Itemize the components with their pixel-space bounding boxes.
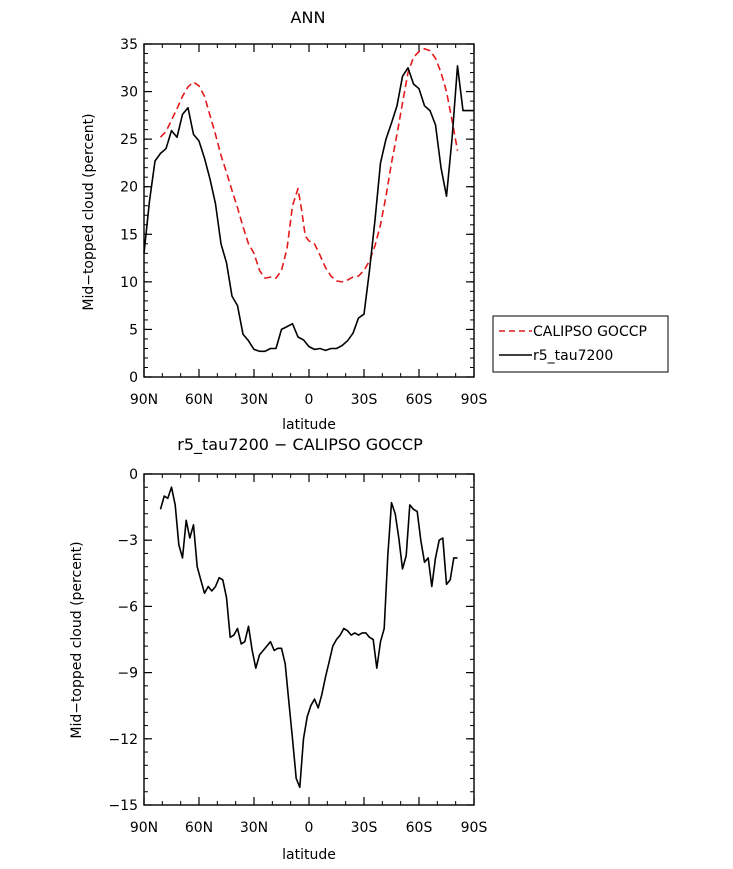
top-plot-frame	[143, 43, 475, 378]
series-line-r5-tau7200	[143, 65, 474, 353]
top-y-ticks: 0 5 10 15 20 25 30 35	[120, 37, 474, 386]
bottom-panel: r5_tau7200 − CALIPSO GOCCP 0 −3 −6 −9 −12 −15…	[69, 435, 487, 863]
y-tick-label: 15	[120, 227, 138, 243]
y-tick-label: −6	[117, 599, 138, 615]
bottom-x-axis-label: latitude	[282, 847, 336, 863]
x-tick-label: 30N	[240, 392, 268, 408]
x-tick-label: 0	[305, 820, 314, 836]
y-tick-label: 25	[120, 132, 138, 148]
y-tick-label: −3	[117, 533, 138, 549]
x-tick-label: 60S	[406, 820, 433, 836]
x-tick-label: 60N	[185, 820, 213, 836]
y-tick-label: 30	[120, 85, 138, 101]
y-tick-label: −12	[108, 732, 138, 748]
bottom-chart-title: r5_tau7200 − CALIPSO GOCCP	[177, 435, 423, 455]
y-tick-label: −15	[108, 798, 138, 814]
top-x-ticks: 90N 60N 30N 0 30S 60S 90S	[130, 44, 488, 408]
y-tick-label: 35	[120, 37, 138, 53]
x-tick-label: 90N	[130, 392, 158, 408]
x-tick-label: 30S	[351, 392, 378, 408]
top-chart-title: ANN	[291, 8, 326, 27]
y-tick-label: 20	[120, 180, 138, 196]
series-line-difference	[159, 486, 458, 789]
x-tick-label: 0	[305, 392, 314, 408]
x-tick-label: 90S	[461, 392, 488, 408]
y-tick-label: 0	[129, 467, 138, 483]
bottom-y-axis-label: Mid−topped cloud (percent)	[69, 541, 85, 738]
y-tick-label: 5	[129, 322, 138, 338]
bottom-x-ticks: 90N 60N 30N 0 30S 60S 90S	[130, 474, 488, 836]
legend-label-r5-tau7200: r5_tau7200	[533, 348, 613, 364]
legend-label-calipso-goccp: CALIPSO GOCCP	[533, 324, 647, 340]
x-tick-label: 30N	[240, 820, 268, 836]
y-tick-label: 10	[120, 275, 138, 291]
bottom-y-ticks: 0 −3 −6 −9 −12 −15	[108, 467, 474, 814]
bottom-plot-frame	[143, 473, 475, 806]
legend: CALIPSO GOCCP r5_tau7200	[492, 315, 669, 373]
top-panel: ANN 0 5 10 15 20 25 30 35 90N 60N 30N 0 30S 60S 90S l…	[81, 8, 669, 433]
x-tick-label: 60N	[185, 392, 213, 408]
top-series-lines	[143, 47, 474, 353]
y-tick-label: −9	[117, 666, 138, 682]
x-tick-label: 60S	[406, 392, 433, 408]
top-y-axis-label: Mid−topped cloud (percent)	[81, 113, 97, 310]
x-tick-label: 90S	[461, 820, 488, 836]
series-line-calipso-goccp	[159, 47, 459, 283]
x-tick-label: 90N	[130, 820, 158, 836]
legend-box	[492, 315, 669, 373]
bottom-series-lines	[159, 486, 458, 789]
top-x-axis-label: latitude	[282, 417, 336, 433]
y-tick-label: 0	[129, 370, 138, 386]
x-tick-label: 30S	[351, 820, 378, 836]
